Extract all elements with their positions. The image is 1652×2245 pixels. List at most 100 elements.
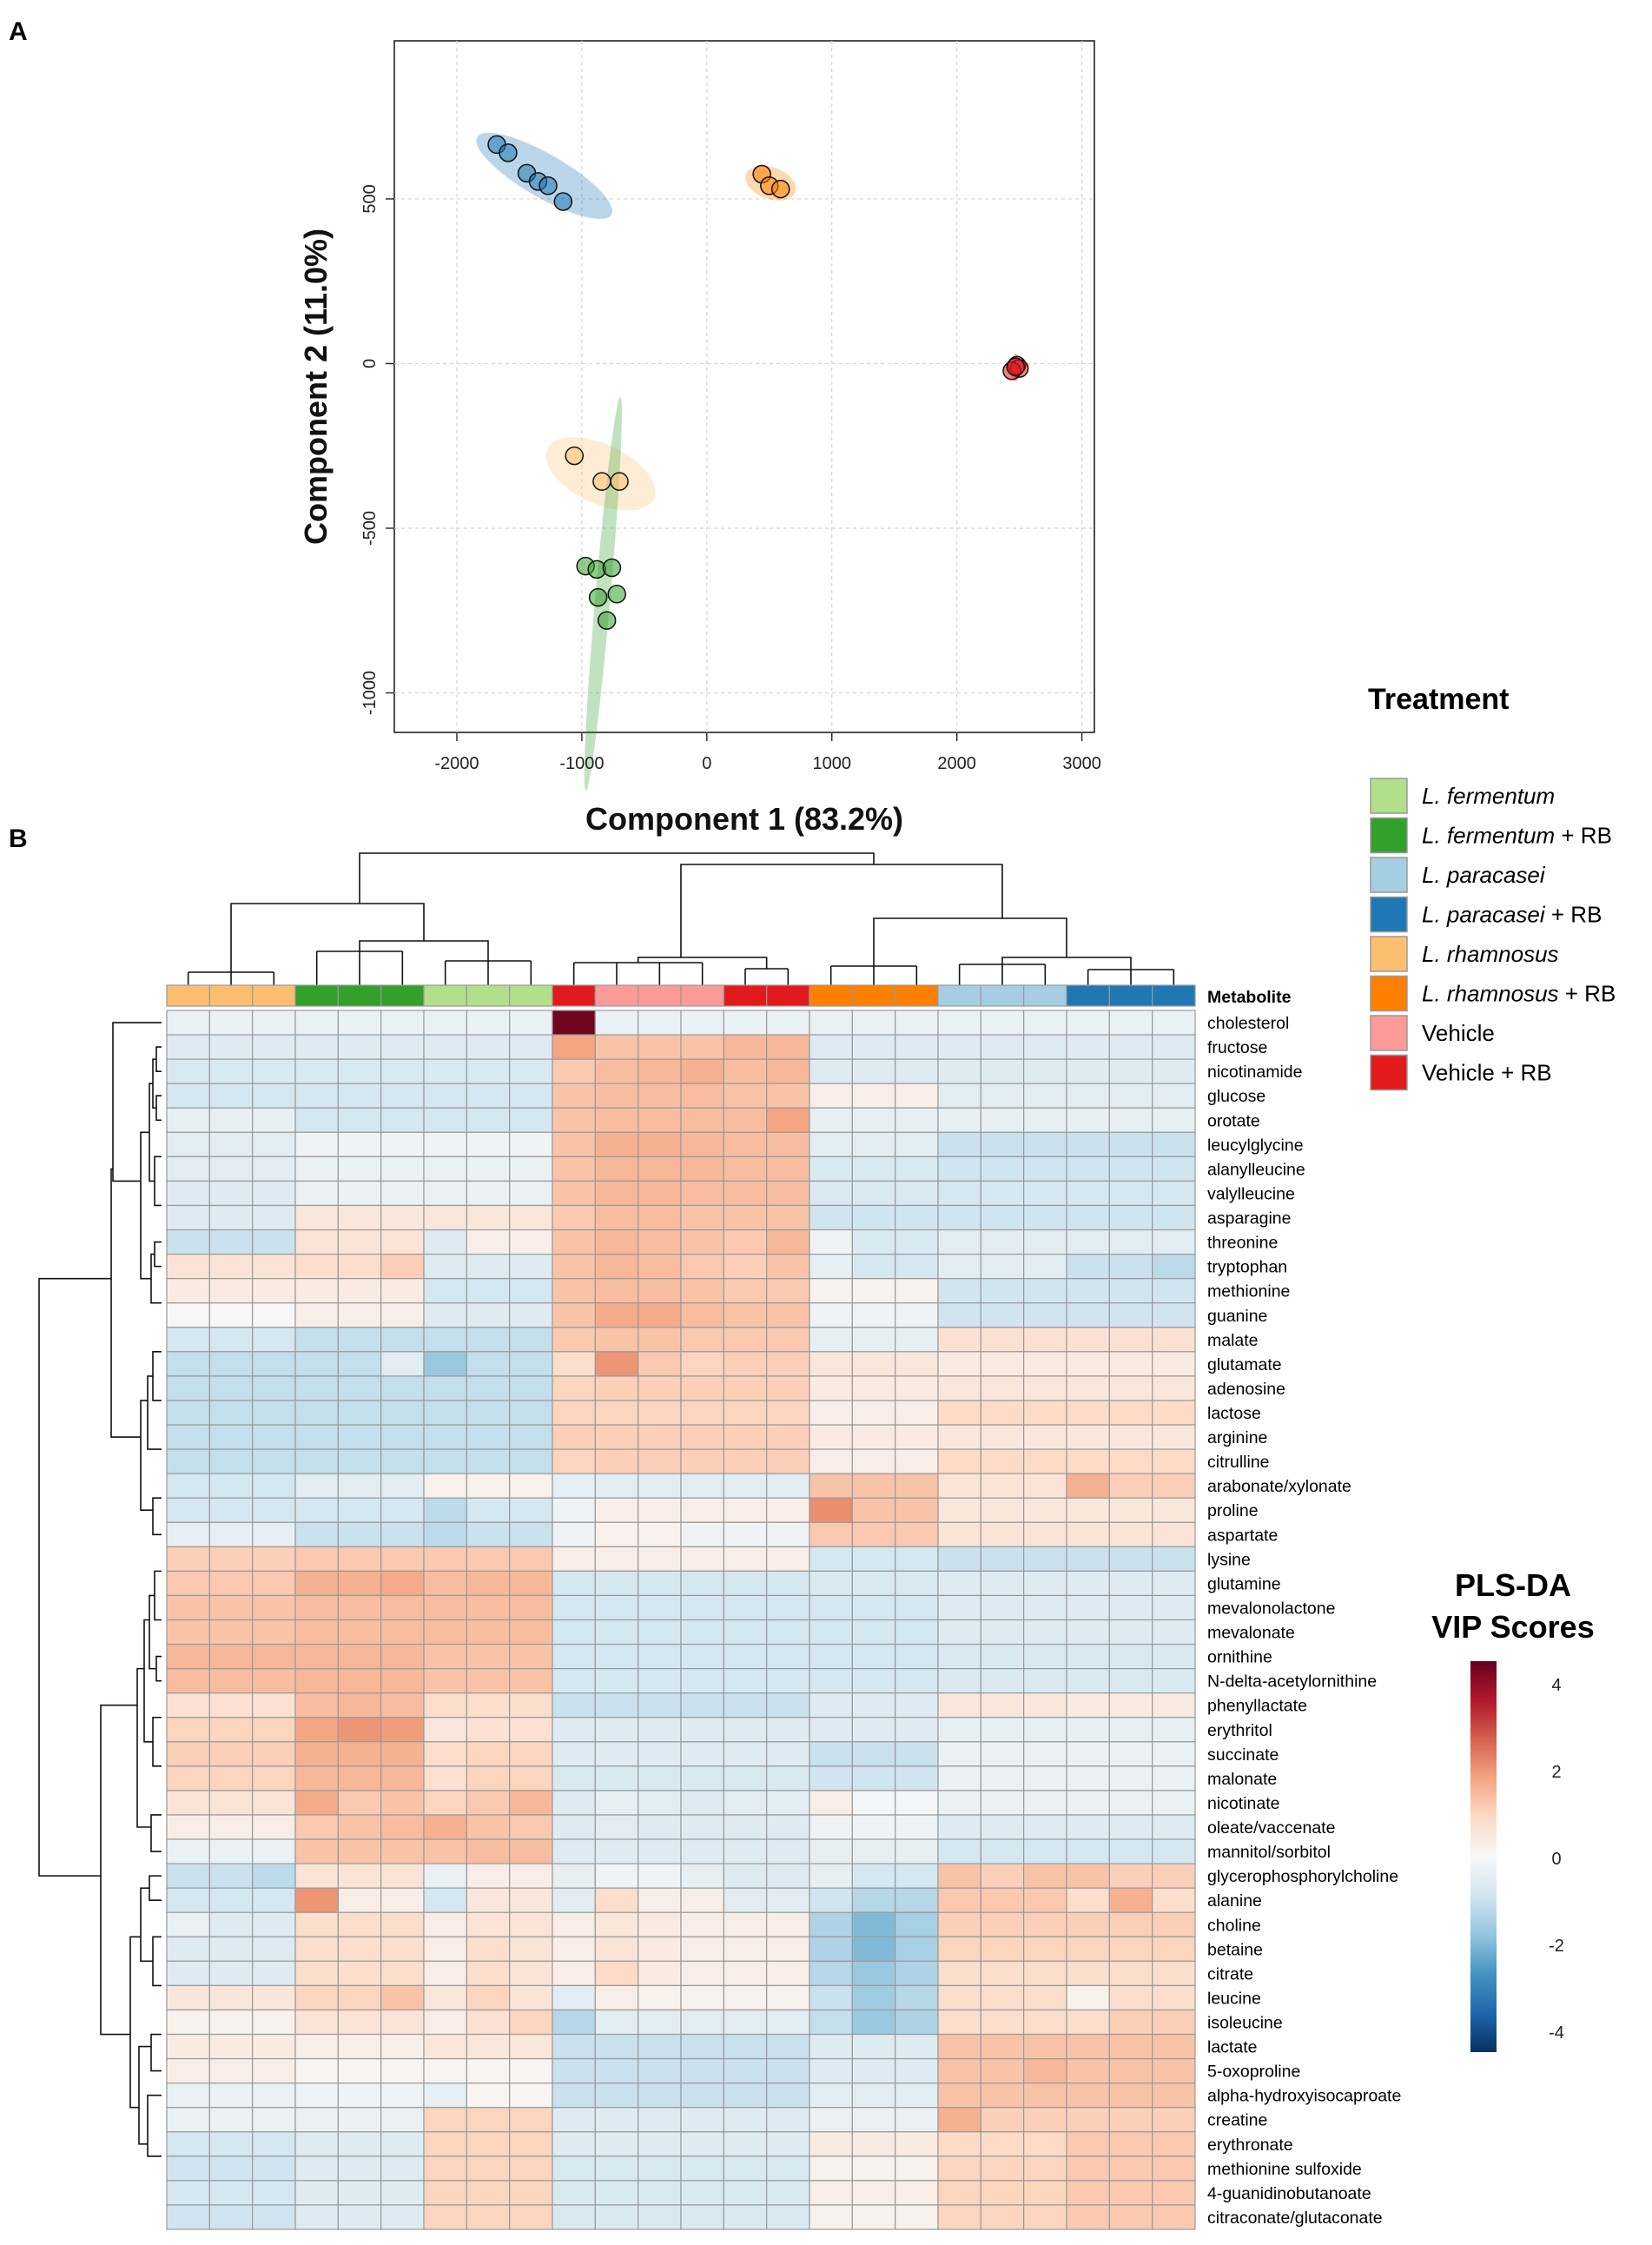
heatmap-cell <box>1108 1765 1153 1791</box>
heatmap-cell <box>723 2083 768 2109</box>
heatmap-cell <box>766 1180 810 1207</box>
heatmap-cell <box>766 1717 810 1743</box>
heatmap-cell <box>766 1278 810 1304</box>
heatmap-cell <box>166 2156 210 2182</box>
heatmap-cell <box>937 2204 981 2230</box>
heatmap-cell <box>208 1400 254 1426</box>
heatmap-cell <box>166 1327 210 1353</box>
heatmap-cell <box>337 1668 382 1694</box>
heatmap-cell <box>809 1692 853 1719</box>
heatmap-cell <box>1108 2156 1153 2182</box>
heatmap-cell <box>851 1814 896 1840</box>
heatmap-cell <box>895 1692 939 1719</box>
heatmap-cell <box>1023 1643 1067 1670</box>
scale-tick-label: 0 <box>1551 1850 1561 1869</box>
metabolite-labels: cholesterol fructose nicotinamide glucose or… <box>1207 1014 1401 2228</box>
heatmap-cell <box>380 1351 425 1377</box>
heatmap-cell <box>980 1643 1025 1670</box>
heatmap-cell <box>208 1546 254 1572</box>
heatmap-cell <box>294 1521 339 1547</box>
heatmap-cell <box>1152 1131 1196 1157</box>
heatmap-cell <box>509 1400 553 1426</box>
heatmap-cell <box>638 2107 682 2133</box>
heatmap-cell <box>766 1448 810 1474</box>
heatmap-cell <box>937 1643 981 1670</box>
heatmap-cell <box>895 1302 939 1328</box>
heatmap-cell <box>337 1058 382 1084</box>
dendrogram-branch <box>140 1400 153 1512</box>
heatmap-cell <box>466 1058 511 1084</box>
heatmap-cell <box>294 1668 339 1694</box>
heatmap-cell <box>380 1083 425 1109</box>
heatmap-cell <box>466 2083 511 2109</box>
heatmap-cell <box>337 1863 382 1889</box>
heatmap-cell <box>466 1521 511 1547</box>
metabolite-label: glycerophosphorylcholine <box>1207 1867 1398 1886</box>
heatmap-cell <box>466 2057 511 2084</box>
heatmap-cell <box>294 1741 339 1767</box>
heatmap-cell <box>208 1131 254 1157</box>
heatmap-cell <box>380 2107 425 2133</box>
score-point <box>770 179 790 199</box>
legend-swatch <box>1370 1054 1408 1091</box>
heatmap-cell <box>1066 1887 1110 1913</box>
heatmap-cell <box>594 1594 639 1621</box>
heatmap-cell <box>166 1643 210 1670</box>
heatmap-cell <box>1023 1863 1067 1889</box>
metabolite-label: creatine <box>1207 2111 1267 2130</box>
heatmap-cell <box>552 1302 596 1328</box>
heatmap-cell <box>766 1814 810 1840</box>
heatmap-cell <box>552 1790 596 1816</box>
heatmap-cell <box>208 1960 254 1987</box>
heatmap-cell <box>1152 1668 1196 1694</box>
heatmap-cell <box>895 1424 939 1450</box>
heatmap-cell <box>166 2107 210 2133</box>
heatmap-cell <box>380 1521 425 1547</box>
heatmap-cell <box>166 1156 210 1182</box>
heatmap-cell <box>766 1643 810 1670</box>
heatmap-cell <box>980 1741 1025 1767</box>
heatmap-cell <box>980 1180 1025 1207</box>
heatmap-cell <box>1108 1741 1153 1767</box>
heatmap-cell <box>1066 1594 1110 1621</box>
heatmap-cell <box>937 1741 981 1767</box>
heatmap-cell <box>638 1228 682 1255</box>
heatmap-cell <box>337 1692 382 1719</box>
heatmap-cell <box>166 1521 210 1547</box>
heatmap-cell <box>1108 1058 1153 1084</box>
dendrogram-branch <box>359 852 875 904</box>
score-point <box>597 611 617 630</box>
heatmap-cell <box>1108 1619 1153 1646</box>
heatmap-cell <box>766 1083 810 1109</box>
heatmap-cell <box>851 1034 896 1060</box>
heatmap-cell <box>208 2107 254 2133</box>
heatmap-cell <box>937 1253 981 1280</box>
heatmap-cell <box>166 1960 210 1987</box>
legend-species: L. rhamnosus <box>1422 981 1559 1007</box>
heatmap-cell <box>638 1643 682 1670</box>
heatmap-cell <box>337 1375 382 1401</box>
heatmap-cell <box>937 1400 981 1426</box>
treatment-bar-cell <box>851 984 896 1007</box>
heatmap-cell <box>723 1790 768 1816</box>
heatmap-cell <box>337 1911 382 1937</box>
heatmap-cell <box>851 1546 896 1572</box>
heatmap-cell <box>1023 1034 1067 1060</box>
heatmap-cell <box>294 2083 339 2109</box>
heatmap-cell <box>509 1594 553 1621</box>
heatmap-cell <box>895 1570 939 1597</box>
heatmap-cell <box>552 1546 596 1572</box>
heatmap-cell <box>166 1180 210 1207</box>
heatmap-cell <box>594 1643 639 1670</box>
heatmap-cell <box>980 1765 1025 1791</box>
heatmap-cell <box>208 1424 254 1450</box>
metabolite-label: N-delta-acetylornithine <box>1207 1672 1377 1692</box>
heatmap-cell <box>466 1594 511 1621</box>
heatmap-cell <box>680 2180 724 2206</box>
heatmap-cell <box>980 1717 1025 1743</box>
heatmap-cell <box>1066 2057 1110 2084</box>
heatmap-cell <box>851 2083 896 2109</box>
heatmap-cell <box>594 1692 639 1719</box>
heatmap-cell <box>1108 1010 1153 1036</box>
heatmap-cell <box>766 1131 810 1157</box>
